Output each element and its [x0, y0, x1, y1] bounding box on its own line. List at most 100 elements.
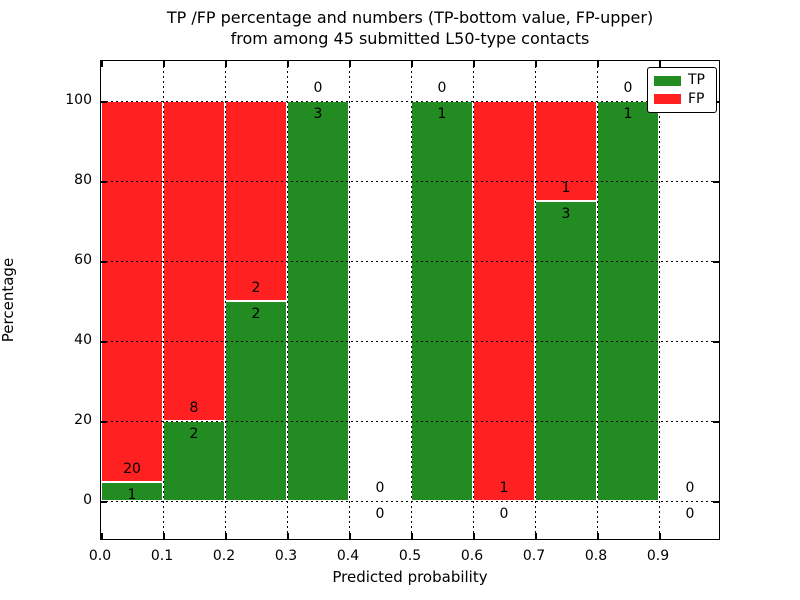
- tp-count-label: 1: [127, 486, 137, 503]
- x-tick-bottom: [659, 533, 661, 539]
- y-tick-left: [101, 421, 107, 423]
- tp-count-label: 0: [499, 506, 509, 522]
- tp-bar-0.7: [535, 201, 597, 501]
- y-tick-right: [713, 261, 719, 263]
- tp-bar-0.3: [287, 101, 349, 501]
- y-tick-label-40: 40: [74, 332, 92, 348]
- tp-bar-0.5: [411, 101, 473, 501]
- x-tick-bottom: [349, 533, 351, 539]
- x-tick-top: [101, 61, 103, 67]
- tp-count-label: 2: [189, 426, 199, 442]
- gridline-y-100: [101, 101, 719, 102]
- tp-count-label: 0: [375, 506, 385, 522]
- y-tick-left: [101, 181, 107, 183]
- tp-count-label: 1: [623, 106, 633, 122]
- fp-count-label: 0: [313, 80, 323, 96]
- fp-count-label: 0: [623, 80, 633, 96]
- tp-count-label: 3: [561, 206, 571, 222]
- gridline-x-0.6: [473, 61, 474, 539]
- x-tick-bottom: [411, 533, 413, 539]
- fp-count-label: 1: [561, 180, 571, 196]
- fp-bar-0.7: [535, 101, 597, 201]
- gridline-y-40: [101, 341, 719, 342]
- gridline-y-0: [101, 501, 719, 502]
- fp-count-label: 2: [251, 280, 261, 296]
- gridline-y-60: [101, 261, 719, 262]
- tp-count-label: 2: [251, 306, 261, 322]
- fp-count-label: 20: [123, 460, 141, 477]
- x-tick-top: [349, 61, 351, 67]
- y-tick-label-100: 100: [65, 92, 92, 108]
- y-tick-label-0: 0: [83, 492, 92, 508]
- x-tick-top: [225, 61, 227, 67]
- x-tick-bottom: [101, 533, 103, 539]
- y-tick-label-20: 20: [74, 412, 92, 428]
- gridline-y-80: [101, 181, 719, 182]
- fp-count-label: 1: [499, 480, 509, 496]
- fp-count-label: 0: [375, 480, 385, 496]
- x-tick-label-0.0: 0.0: [88, 548, 112, 564]
- x-axis-label: Predicted probability: [332, 568, 488, 586]
- x-tick-bottom: [597, 533, 599, 539]
- fp-count-label: 0: [685, 480, 695, 496]
- gridline-x-0.3: [287, 61, 288, 539]
- gridline-x-0.5: [411, 61, 412, 539]
- gridline-x-0.2: [225, 61, 226, 539]
- y-tick-right: [713, 181, 719, 183]
- y-tick-left: [101, 261, 107, 263]
- fp-legend-swatch: [654, 94, 681, 105]
- x-tick-top: [411, 61, 413, 67]
- x-tick-top: [659, 61, 661, 67]
- chart-title-line1: TP /FP percentage and numbers (TP-bottom…: [166, 8, 654, 27]
- x-tick-label-0.6: 0.6: [460, 548, 484, 564]
- tp-bar-0.8: [597, 101, 659, 501]
- gridline-x-0.9: [659, 61, 660, 539]
- chart-title: TP /FP percentage and numbers (TP-bottom…: [100, 7, 720, 49]
- tp-count-label: 1: [437, 106, 447, 122]
- gridline-x-0.8: [597, 61, 598, 539]
- gridline-x-0.4: [349, 61, 350, 539]
- fp-bar-0.0: [101, 101, 163, 482]
- legend: TP FP: [647, 67, 717, 113]
- gridline-x-0.7: [535, 61, 536, 539]
- fp-bar-0.6: [473, 101, 535, 501]
- x-tick-bottom: [163, 533, 165, 539]
- x-tick-bottom: [473, 533, 475, 539]
- y-tick-right: [713, 501, 719, 503]
- chart-title-line2: from among 45 submitted L50-type contact…: [230, 29, 590, 48]
- x-tick-bottom: [225, 533, 227, 539]
- tp-count-label: 0: [685, 506, 695, 522]
- x-tick-label-0.7: 0.7: [522, 548, 546, 564]
- legend-item-tp: TP: [654, 73, 710, 88]
- x-tick-label-0.1: 0.1: [150, 548, 174, 564]
- legend-item-fp: FP: [654, 90, 710, 107]
- gridline-y-20: [101, 421, 719, 422]
- x-tick-label-0.4: 0.4: [336, 548, 360, 564]
- y-tick-left: [101, 101, 107, 103]
- tp-count-label: 3: [313, 106, 323, 122]
- y-tick-right: [713, 341, 719, 343]
- tp-legend-swatch: [654, 75, 681, 86]
- fp-count-label: 8: [189, 400, 199, 416]
- x-tick-top: [287, 61, 289, 67]
- fp-count-label: 0: [437, 80, 447, 96]
- tp-legend-label: TP: [688, 72, 705, 89]
- x-tick-bottom: [287, 533, 289, 539]
- tp-bar-0.2: [225, 301, 287, 501]
- y-axis-label: Percentage: [0, 257, 17, 343]
- fp-bar-0.2: [225, 101, 287, 301]
- fp-legend-label: FP: [688, 90, 705, 107]
- y-tick-label-80: 80: [74, 172, 92, 188]
- y-tick-left: [101, 501, 107, 503]
- x-tick-top: [473, 61, 475, 67]
- tp-bar-0.0: [101, 481, 163, 501]
- y-tick-right: [713, 421, 719, 423]
- x-tick-top: [597, 61, 599, 67]
- x-tick-label-0.9: 0.9: [646, 548, 670, 564]
- x-tick-label-0.3: 0.3: [274, 548, 298, 564]
- gridline-x-0.1: [163, 61, 164, 539]
- y-tick-left: [101, 341, 107, 343]
- y-tick-label-60: 60: [74, 252, 92, 268]
- x-tick-label-0.8: 0.8: [584, 548, 608, 564]
